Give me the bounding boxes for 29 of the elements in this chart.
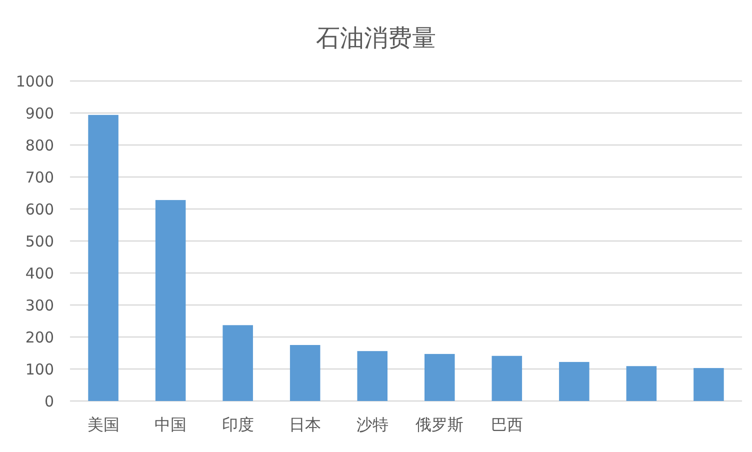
y-tick-label: 800 — [25, 136, 54, 154]
y-tick-label: 400 — [25, 264, 54, 282]
y-tick-label: 600 — [25, 200, 54, 218]
y-tick-label: 300 — [25, 296, 54, 314]
y-tick-label: 900 — [25, 104, 54, 122]
bar — [626, 366, 657, 401]
bar — [88, 114, 118, 401]
bar — [694, 368, 724, 401]
y-tick-label: 100 — [25, 360, 54, 378]
bar — [424, 354, 455, 401]
x-tick-label: 印度 — [222, 415, 254, 434]
bar — [559, 362, 590, 401]
x-tick-label: 俄罗斯 — [416, 415, 464, 434]
x-tick-label: 巴西 — [490, 415, 523, 434]
bar — [222, 325, 253, 401]
y-tick-label: 1000 — [16, 72, 54, 90]
bar — [290, 345, 320, 401]
y-tick-label: 0 — [44, 392, 54, 410]
y-tick-label: 500 — [25, 232, 54, 250]
bar — [155, 200, 186, 401]
y-tick-label: 700 — [25, 168, 54, 186]
x-tick-label: 中国 — [154, 415, 187, 434]
x-tick-label: 美国 — [87, 415, 120, 434]
bar — [357, 351, 388, 401]
bar — [492, 356, 522, 401]
chart-title: 石油消费量 — [316, 24, 436, 52]
y-tick-label: 200 — [25, 328, 54, 346]
x-tick-label: 沙特 — [356, 415, 388, 434]
x-tick-label: 日本 — [289, 415, 322, 434]
